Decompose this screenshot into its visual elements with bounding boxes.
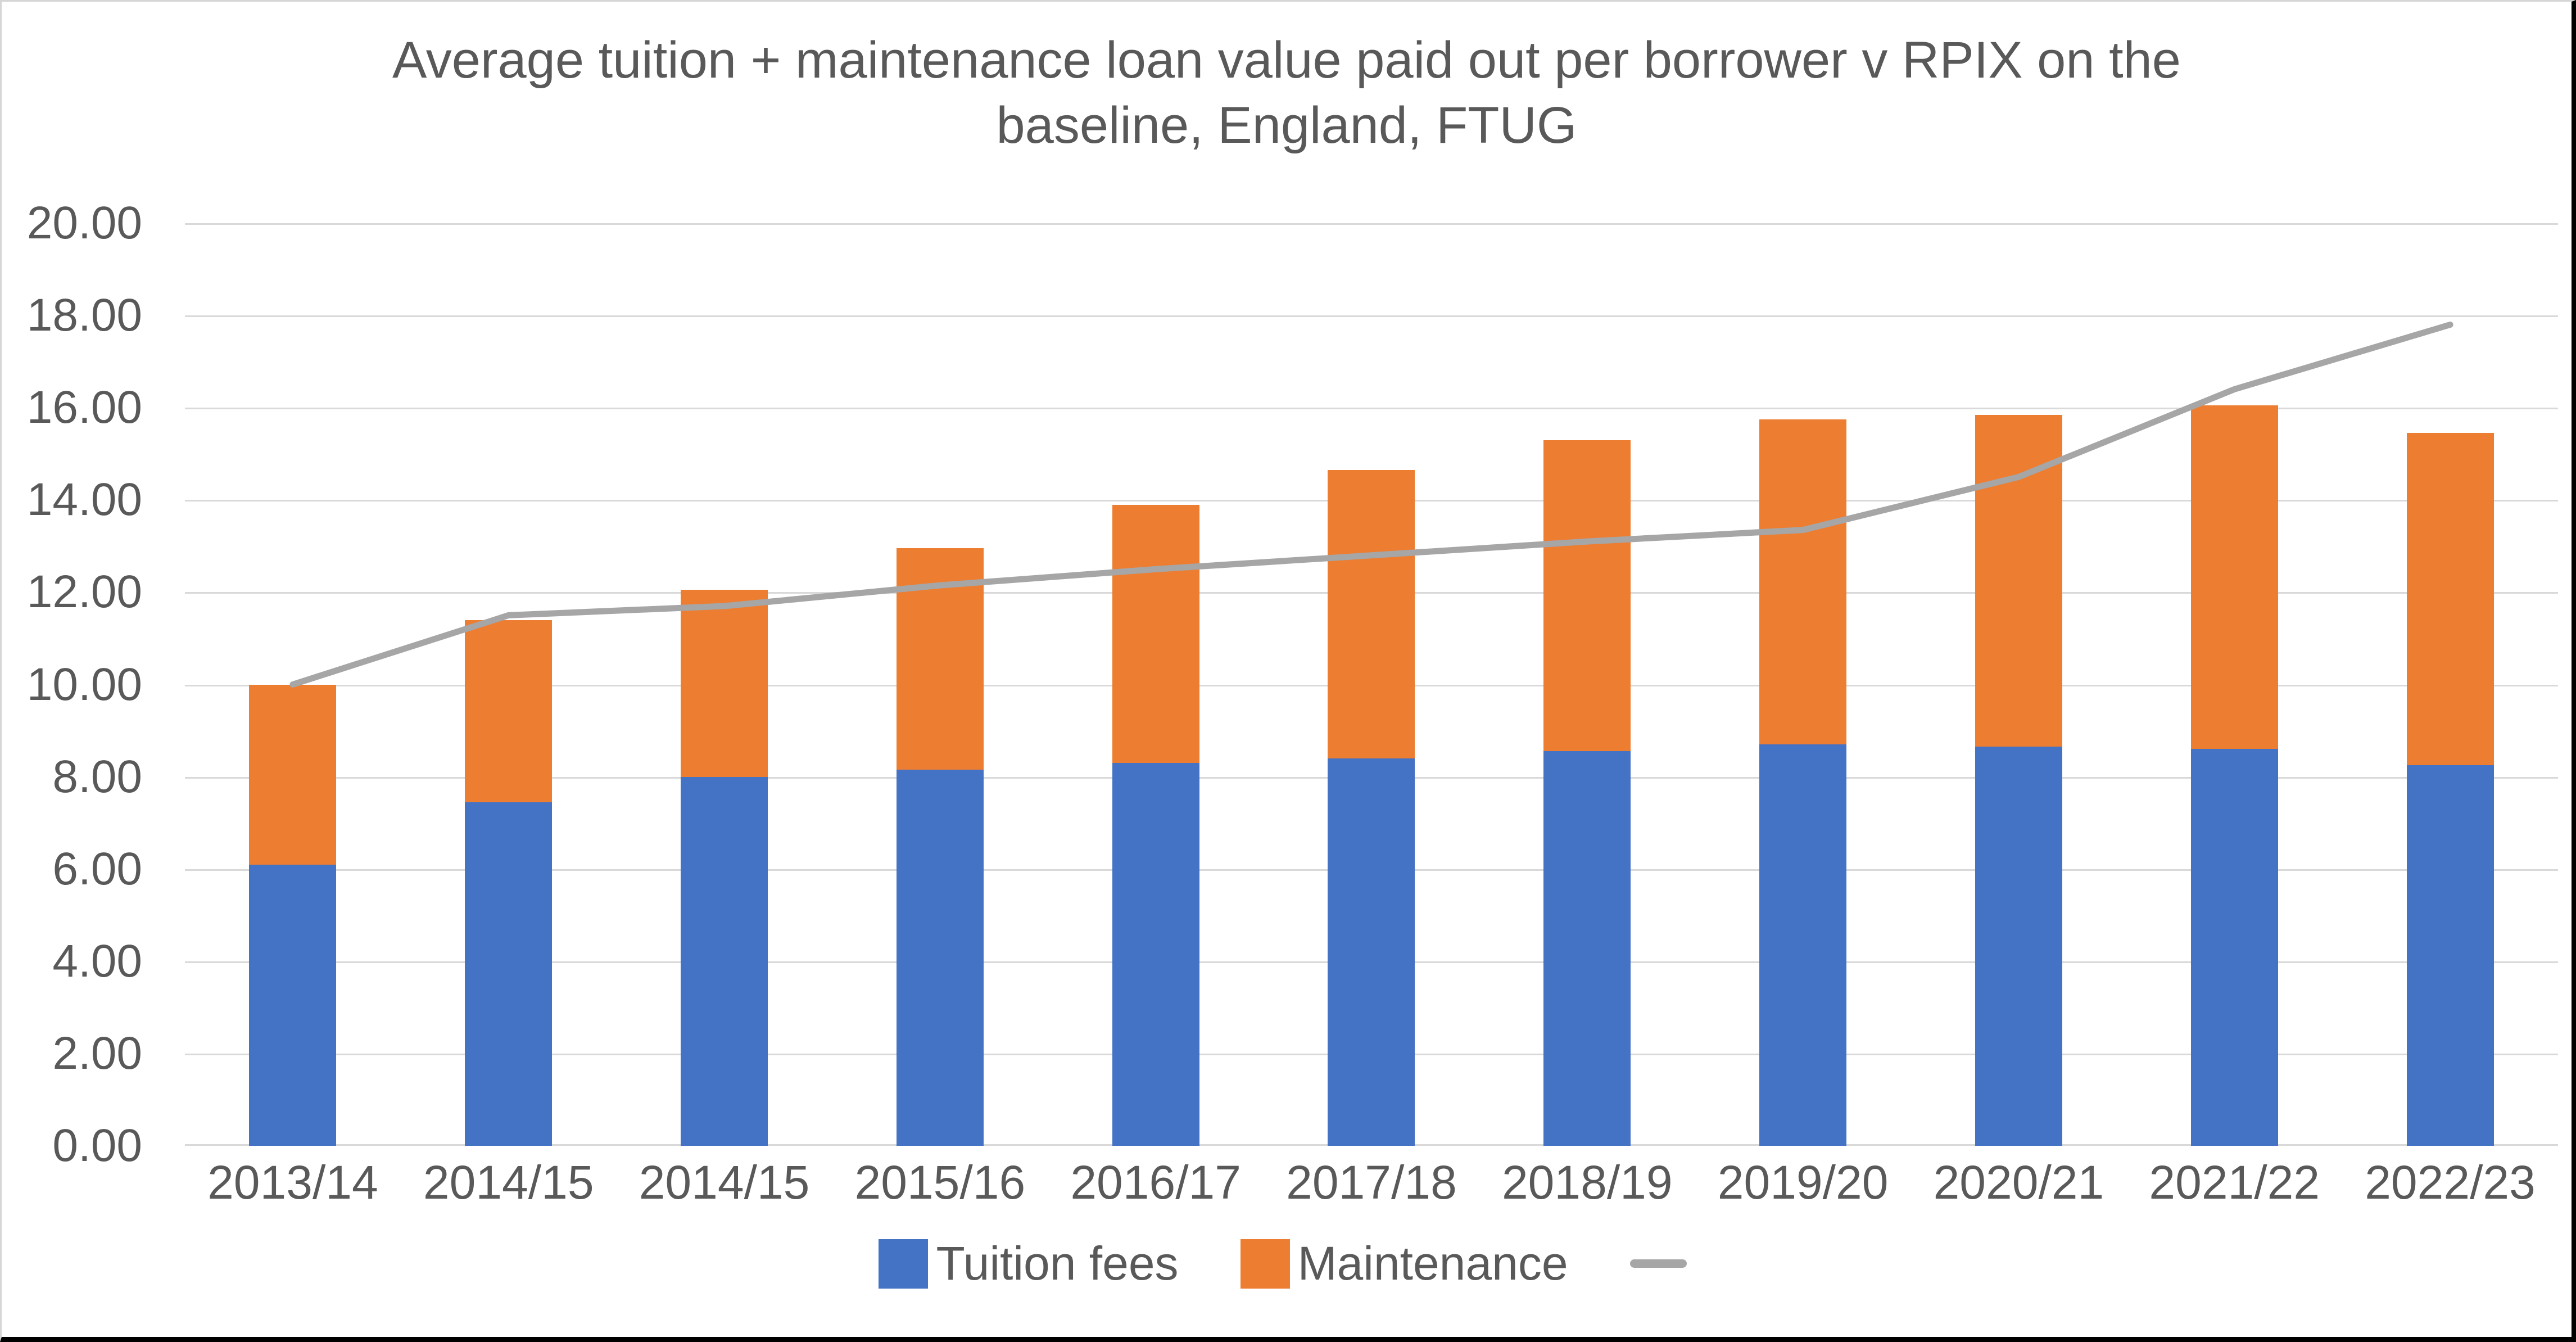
bar-cell-2017-18 <box>1264 223 1479 1146</box>
x-tick-label-2021-22: 2021/22 <box>2149 1156 2320 1209</box>
chart-title: Average tuition + maintenance loan value… <box>2 28 2572 158</box>
maintenance-segment <box>681 590 768 777</box>
x-axis-labels: 2013/14 2014/15 2014/15 2015/16 2016/17 2017/… <box>185 1155 2558 1210</box>
chart-title-line2: baseline, England, FTUG <box>996 97 1577 154</box>
legend: Tuition fees Maintenance <box>2 1236 2572 1291</box>
y-tick-label-16.00: 16.00 <box>26 382 142 433</box>
chart-title-line1: Average tuition + maintenance loan value… <box>392 31 2181 89</box>
legend-item-maintenance: Maintenance <box>1240 1236 1568 1291</box>
x-tick-label-2015-16: 2015/16 <box>854 1156 1026 1209</box>
x-tick-label-2014-15: 2014/15 <box>423 1156 594 1209</box>
y-tick-label-14.00: 14.00 <box>26 474 142 526</box>
tuition-segment <box>1975 747 2062 1146</box>
maintenance-segment <box>2190 405 2278 749</box>
legend-item-rpix <box>1629 1259 1695 1268</box>
stacked-bar-2014-15 <box>465 620 553 1146</box>
maintenance-segment <box>1328 469 1415 758</box>
stacked-bar-2017-18 <box>1328 469 1415 1146</box>
y-tick-label-6.00: 6.00 <box>52 843 142 894</box>
x-tick-label-2022-23: 2022/23 <box>2365 1156 2536 1209</box>
x-tick-label-2017-18: 2017/18 <box>1286 1156 1457 1209</box>
stacked-bar-2013-14 <box>249 684 337 1146</box>
legend-label-maintenance: Maintenance <box>1297 1237 1568 1290</box>
tuition-segment <box>896 770 984 1146</box>
y-tick-label-12.00: 12.00 <box>26 566 142 618</box>
legend-swatch-maintenance <box>1240 1239 1290 1289</box>
tuition-segment <box>1328 758 1415 1146</box>
y-tick-label-8.00: 8.00 <box>52 751 142 802</box>
stacked-bar-2014-15 <box>681 590 768 1146</box>
y-axis-labels: 0.00 2.00 4.00 6.00 8.00 10.00 12.00 14.00 16.00… <box>2 197 142 1171</box>
gridline-16.00 <box>185 408 2558 410</box>
tuition-segment <box>2406 765 2494 1146</box>
x-tick-label-2020-21: 2020/21 <box>1933 1156 2104 1209</box>
maintenance-segment <box>465 620 553 802</box>
y-tick-label-2.00: 2.00 <box>52 1027 142 1079</box>
tuition-segment <box>1112 763 1199 1146</box>
x-tick-label-2013-14: 2013/14 <box>207 1156 378 1209</box>
legend-item-tuition-fees: Tuition fees <box>879 1236 1179 1291</box>
maintenance-segment <box>249 684 337 865</box>
legend-line-swatch <box>1629 1259 1687 1268</box>
maintenance-segment <box>2406 433 2494 766</box>
bar-cell-2021-22 <box>2126 223 2342 1146</box>
bar-cell-2014-15 <box>401 223 617 1146</box>
legend-swatch-tuition-fees <box>879 1239 929 1289</box>
gridline-18.00 <box>185 315 2558 318</box>
tuition-segment <box>249 864 337 1146</box>
stacked-bar-2020-21 <box>1975 414 2062 1146</box>
bar-cell-2018-19 <box>1479 223 1695 1146</box>
stacked-bar-2016-17 <box>1112 504 1199 1146</box>
tuition-segment <box>681 776 768 1146</box>
stacked-bar-2022-23 <box>2406 433 2494 1146</box>
stacked-bar-2018-19 <box>1543 440 1631 1146</box>
x-tick-label-2018-19: 2018/19 <box>1501 1156 1673 1209</box>
maintenance-segment <box>1759 419 1847 745</box>
tuition-segment <box>1543 751 1631 1146</box>
y-tick-label-0.00: 0.00 <box>52 1120 142 1171</box>
tuition-segment <box>2190 749 2278 1146</box>
bar-cell-2016-17 <box>1048 223 1264 1146</box>
x-tick-label-2019-20: 2019/20 <box>1717 1156 1889 1209</box>
maintenance-segment <box>1975 414 2062 747</box>
stacked-bar-2021-22 <box>2190 405 2278 1146</box>
gridline-20.00 <box>185 223 2558 225</box>
tuition-segment <box>1759 744 1847 1146</box>
bar-cell-2020-21 <box>1911 223 2127 1146</box>
bar-cell-2014-15 <box>617 223 832 1146</box>
bar-cell-2022-23 <box>2342 223 2558 1146</box>
y-tick-label-20.00: 20.00 <box>26 197 142 248</box>
tuition-segment <box>465 802 553 1146</box>
plot-area <box>185 223 2558 1146</box>
x-tick-label-2016-17: 2016/17 <box>1070 1156 1241 1209</box>
rpix-polyline <box>289 322 2453 688</box>
maintenance-segment <box>1543 440 1631 752</box>
bar-cell-2019-20 <box>1695 223 1911 1146</box>
y-tick-label-18.00: 18.00 <box>26 290 142 341</box>
rpix-line <box>289 322 2453 688</box>
maintenance-segment <box>1112 504 1199 763</box>
legend-label-tuition-fees: Tuition fees <box>936 1237 1179 1290</box>
bar-cell-2013-14 <box>185 223 401 1146</box>
y-tick-label-10.00: 10.00 <box>26 658 142 710</box>
y-tick-label-4.00: 4.00 <box>52 935 142 987</box>
stacked-bar-2019-20 <box>1759 419 1847 1146</box>
x-tick-label-2014-15: 2014/15 <box>639 1156 810 1209</box>
